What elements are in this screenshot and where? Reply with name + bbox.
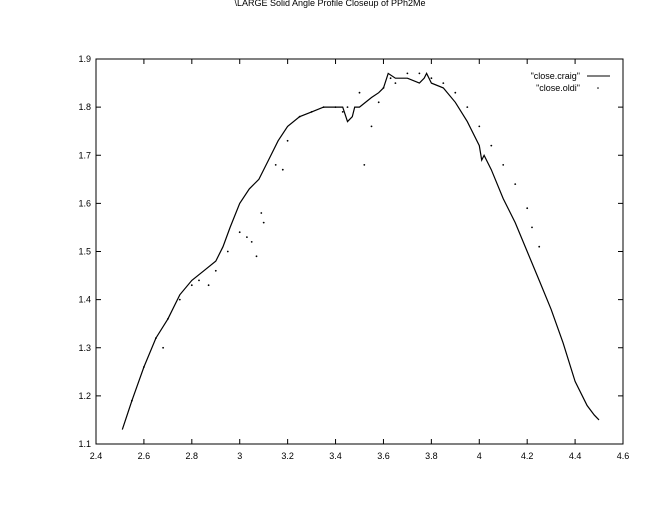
chart-title: \LARGE Solid Angle Profile Closeup of PP… <box>234 0 425 8</box>
data-point-oldi <box>178 298 181 301</box>
x-tick-label: 3.8 <box>425 451 438 461</box>
data-point-oldi <box>538 245 541 248</box>
data-point-oldi <box>322 106 325 108</box>
legend: "close.craig" "close.oldi" <box>531 71 610 93</box>
data-point-oldi <box>250 241 253 243</box>
data-point-oldi <box>430 77 433 80</box>
data-point-oldi <box>514 183 517 186</box>
y-tick-label: 1.2 <box>78 391 91 401</box>
data-point-oldi <box>281 168 284 171</box>
data-point-oldi <box>262 221 265 224</box>
data-point-oldi <box>190 284 193 287</box>
data-point-oldi <box>260 212 263 214</box>
plot-area-frame <box>95 58 624 445</box>
legend-label-oldi: "close.oldi" <box>536 83 580 93</box>
x-tick-label: 3 <box>237 451 242 461</box>
data-point-oldi <box>167 318 169 320</box>
x-tick-label: 2.8 <box>186 451 199 461</box>
data-point-oldi <box>238 231 241 234</box>
data-point-oldi <box>502 164 505 166</box>
data-point-oldi <box>363 164 366 166</box>
data-point-oldi <box>478 125 481 128</box>
legend-label-craig: "close.craig" <box>531 71 580 81</box>
data-point-oldi <box>214 269 217 272</box>
y-tick-label: 1.5 <box>78 247 91 257</box>
x-tick-label: 2.6 <box>138 451 151 461</box>
legend-swatch-oldi <box>597 87 599 89</box>
x-tick-label: 4.6 <box>617 451 630 461</box>
data-point-oldi <box>255 255 258 258</box>
data-point-oldi <box>341 111 344 113</box>
data-point-oldi <box>389 77 392 80</box>
x-tick-label: 4.2 <box>521 451 534 461</box>
data-point-oldi <box>406 72 409 75</box>
data-point-oldi <box>418 72 421 75</box>
data-point-oldi <box>246 236 248 239</box>
x-tick-label: 4 <box>477 451 482 461</box>
data-point-oldi <box>466 106 469 108</box>
y-tick-label: 1.4 <box>78 295 91 305</box>
y-tick-label: 1.7 <box>78 150 91 160</box>
data-point-oldi <box>310 111 313 113</box>
y-tick-label: 1.6 <box>78 198 91 208</box>
y-tick-label: 1.1 <box>78 439 91 449</box>
x-tick-label: 3.2 <box>281 451 294 461</box>
data-point-oldi <box>442 82 445 84</box>
data-point-oldi <box>382 87 385 89</box>
data-point-oldi <box>358 91 361 94</box>
data-point-oldi <box>162 346 165 349</box>
x-tick-label: 3.4 <box>329 451 342 461</box>
data-point-oldi <box>531 226 533 229</box>
data-point-oldi <box>274 164 277 166</box>
data-point-oldi <box>490 144 493 147</box>
data-point-oldi <box>346 106 349 108</box>
x-tick-label: 4.4 <box>569 451 582 461</box>
series-line-craig <box>121 72 600 430</box>
data-point-oldi <box>394 82 397 84</box>
data-point-oldi <box>131 399 133 402</box>
data-point-oldi <box>298 115 301 118</box>
y-tick-label: 1.9 <box>78 54 91 64</box>
x-tick-label: 3.6 <box>377 451 390 461</box>
data-point-oldi <box>226 250 229 253</box>
data-point-oldi <box>143 366 145 368</box>
data-point-oldi <box>207 284 210 287</box>
data-point-oldi <box>286 139 289 142</box>
data-point-oldi <box>155 337 157 339</box>
x-tick-label: 2.4 <box>90 451 103 461</box>
data-point-oldi <box>370 125 373 128</box>
y-tick-label: 1.3 <box>78 343 91 353</box>
data-point-oldi <box>526 207 529 210</box>
data-point-oldi <box>454 91 457 94</box>
data-point-oldi <box>334 106 337 108</box>
data-point-oldi <box>377 101 380 104</box>
y-tick-label: 1.8 <box>78 102 91 112</box>
data-point-oldi <box>198 279 200 282</box>
